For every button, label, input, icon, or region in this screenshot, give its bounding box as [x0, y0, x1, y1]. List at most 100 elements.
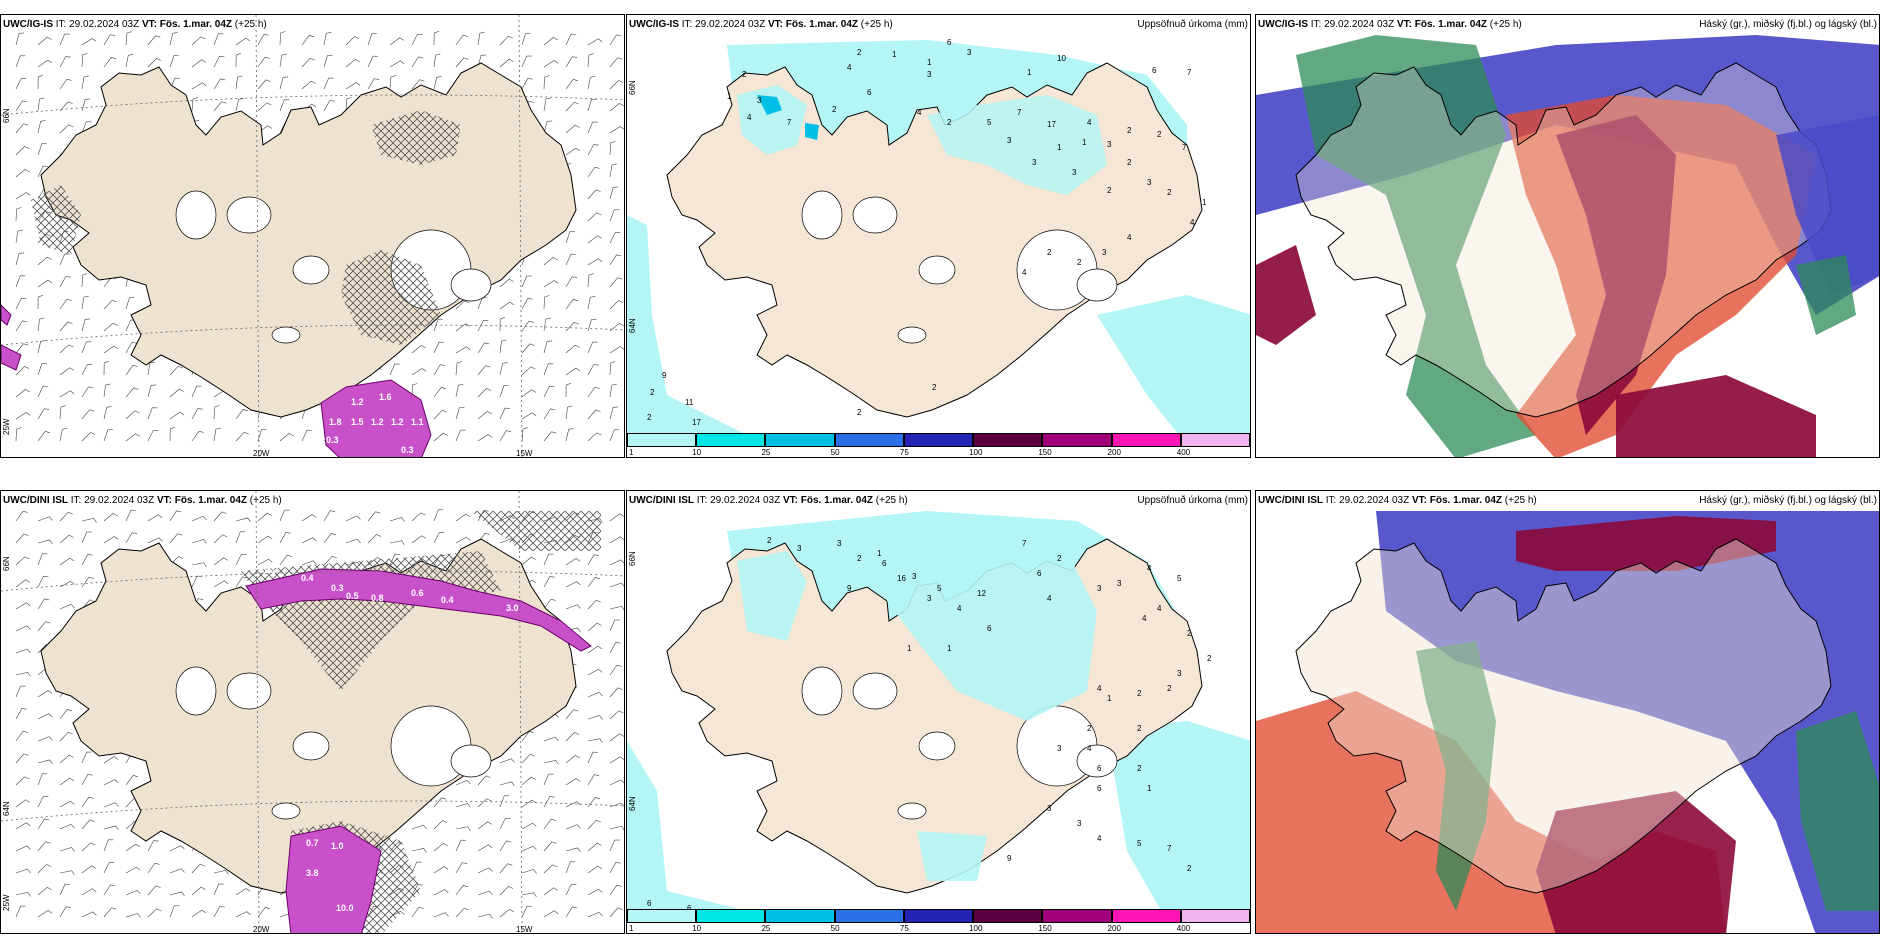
- wind-barb-icon: [15, 146, 30, 156]
- wind-barb-icon: [147, 908, 162, 918]
- wind-barb-icon: [301, 560, 317, 566]
- wind-barb-icon: [37, 818, 50, 830]
- wind-barb-icon: [609, 231, 621, 244]
- wind-barb-icon: [587, 842, 602, 852]
- wind-barb-icon: [59, 321, 73, 332]
- wind-barb-icon: [609, 383, 617, 398]
- panel-dini-clouds: UWC/DINI ISL IT: 29.02.2024 03Z VT: Fös.…: [1255, 490, 1880, 934]
- glacier: [918, 731, 956, 761]
- precip-value: 4: [1190, 218, 1195, 227]
- map-clouds: [1256, 507, 1879, 933]
- wind-barb-icon: [59, 276, 71, 288]
- wind-barb-icon: [587, 645, 603, 654]
- wind-barb-icon: [59, 823, 75, 830]
- wind-barb-icon: [433, 509, 444, 522]
- wind-barb-icon: [609, 733, 624, 742]
- wind-barb-icon: [37, 598, 50, 610]
- wind-barb-icon: [147, 840, 159, 852]
- lat-label-64: 64N: [2, 801, 11, 816]
- precip-value: 3: [1117, 579, 1122, 588]
- wind-barb-icon: [455, 536, 471, 544]
- wind-barb-icon: [125, 532, 138, 544]
- legend-tick: 25: [761, 924, 771, 933]
- wind-barb-icon: [477, 867, 493, 874]
- precip-value: 2: [947, 118, 952, 127]
- glacier: [1076, 268, 1118, 302]
- wind-barb-icon: [565, 778, 581, 786]
- wind-barb-icon: [433, 889, 449, 896]
- wind-barb-icon: [521, 78, 533, 90]
- grid-line: [255, 491, 260, 933]
- wind-barb-icon: [103, 34, 116, 46]
- lon-label-25: 25W: [2, 418, 11, 435]
- wind-barb-icon: [521, 389, 536, 398]
- snow-value: 0.8: [371, 593, 384, 603]
- wind-barb-icon: [147, 537, 163, 544]
- wind-barb-icon: [433, 31, 440, 46]
- wind-barb-icon: [521, 845, 537, 852]
- wind-barb-icon: [565, 147, 581, 156]
- wind-barb-icon: [609, 687, 623, 698]
- precip-value: 3: [757, 96, 762, 105]
- precip-value: 1: [1027, 68, 1032, 77]
- wind-barb-icon: [433, 843, 448, 852]
- wind-barb-icon: [477, 821, 492, 830]
- wind-barb-icon: [59, 800, 75, 808]
- wind-barb-icon: [235, 75, 243, 90]
- precip-value: 3: [837, 539, 842, 548]
- wind-barb-icon: [455, 361, 462, 376]
- wind-barb-icon: [125, 296, 135, 310]
- precip-value: 12: [977, 589, 986, 598]
- snow-value: 0.6: [411, 588, 424, 598]
- precip-value: 4: [1157, 604, 1162, 613]
- wind-barb-icon: [411, 33, 423, 46]
- glacier: [852, 196, 898, 234]
- wind-barb-icon: [389, 60, 405, 68]
- wind-barb-icon: [81, 888, 97, 896]
- wind-barb-icon: [609, 323, 624, 332]
- wind-barb-icon: [37, 340, 46, 354]
- precip-value: 5: [1137, 839, 1142, 848]
- wind-barb-icon: [543, 120, 553, 134]
- lat-label-64: 64N: [628, 796, 637, 811]
- precip-value: 16: [897, 574, 906, 583]
- wind-barb-icon: [235, 53, 242, 68]
- wind-barb-icon: [37, 887, 52, 896]
- precip-value: 3: [1177, 669, 1182, 678]
- wind-barb-icon: [587, 797, 601, 808]
- wind-barb-icon: [103, 825, 119, 831]
- wind-barb-icon: [15, 685, 26, 698]
- wind-barb-icon: [609, 406, 619, 420]
- cloud-low-area: [1556, 115, 1676, 435]
- precip-value: 5: [1177, 574, 1182, 583]
- wind-barb-icon: [15, 602, 31, 610]
- wind-barb-icon: [257, 34, 269, 46]
- wind-barb-icon: [37, 539, 53, 545]
- cloud-high-area: [1296, 35, 1536, 457]
- wind-barb-icon: [15, 297, 27, 310]
- wind-barb-icon: [37, 759, 53, 765]
- wind-barb-icon: [433, 76, 442, 90]
- wind-barb-icon: [323, 510, 336, 522]
- precip-value: 2: [1157, 130, 1162, 139]
- precip-value: 4: [847, 63, 852, 72]
- wind-barb-icon: [37, 256, 52, 266]
- precip-value: 1: [907, 644, 912, 653]
- wind-barb-icon: [587, 212, 602, 222]
- wind-barb-icon: [367, 534, 382, 544]
- legend-swatch: [1042, 909, 1112, 923]
- legend-tick: 75: [899, 448, 909, 457]
- wind-barb-icon: [37, 385, 49, 398]
- wind-barb-icon: [609, 756, 624, 764]
- wind-barb-icon: [477, 342, 490, 354]
- precip-value: 2: [650, 388, 655, 397]
- wind-barb-icon: [191, 430, 204, 442]
- precip-value: 1: [947, 644, 952, 653]
- legend-tick: 25: [761, 448, 771, 457]
- precip-area: [805, 123, 819, 140]
- hatch-pattern: [371, 110, 461, 165]
- wind-barb-icon: [609, 825, 624, 831]
- legend-tick: 400: [1176, 448, 1191, 457]
- wind-barb-icon: [565, 276, 578, 288]
